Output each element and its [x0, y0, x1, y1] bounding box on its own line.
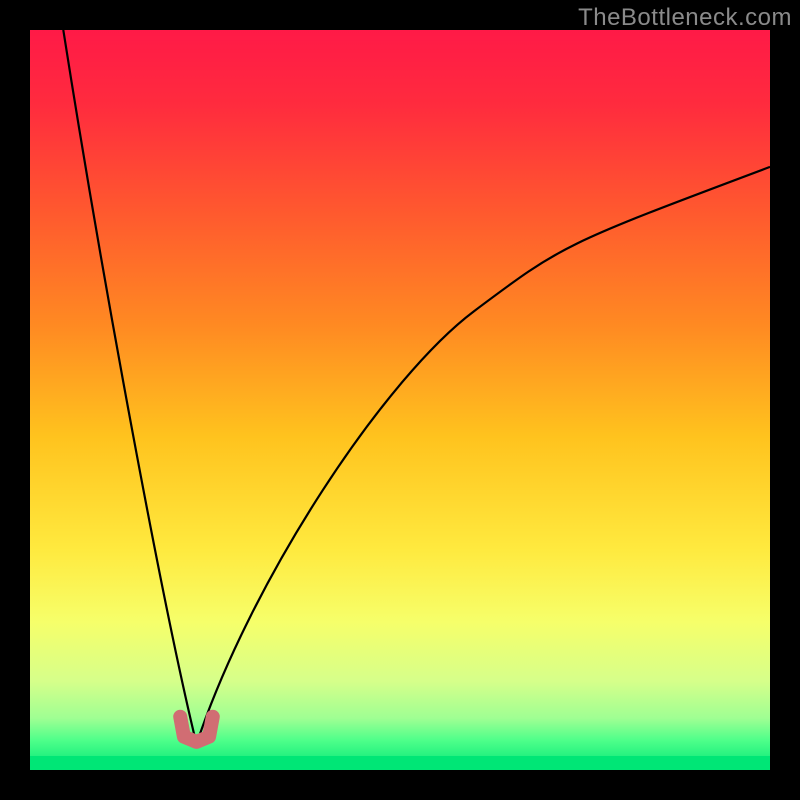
- plot-background: [30, 30, 770, 770]
- watermark-text: TheBottleneck.com: [578, 4, 792, 32]
- bottom-green-bar: [30, 756, 770, 770]
- bottleneck-chart: [0, 0, 800, 800]
- chart-container: TheBottleneck.com: [0, 0, 800, 800]
